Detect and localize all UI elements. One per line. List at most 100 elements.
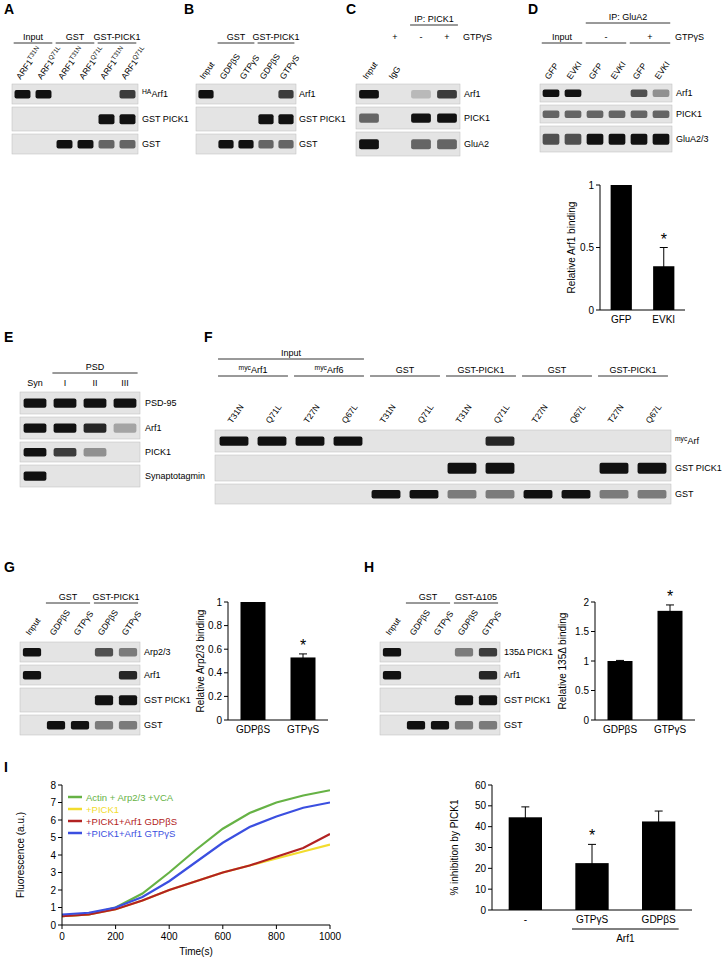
y-tick-label: 2 xyxy=(50,885,56,896)
blot-panel: PSDSynIIIIIIPSD-95Arf1PICK1Synaptotagmin xyxy=(20,362,205,487)
legend-swatch xyxy=(68,832,82,835)
blot-band xyxy=(653,110,670,118)
blot-band xyxy=(296,437,325,446)
blot-band xyxy=(479,648,497,656)
blot-background xyxy=(215,430,671,452)
blot-band xyxy=(638,463,667,474)
blot-band xyxy=(479,695,497,705)
blot-band xyxy=(220,437,249,446)
x-tick-label: GTPγS xyxy=(287,724,320,735)
row-label: GST PICK1 xyxy=(504,695,551,705)
blot-background xyxy=(20,417,140,439)
blot-header: + xyxy=(647,32,652,42)
error-line xyxy=(670,605,671,617)
blot-background xyxy=(356,107,460,129)
blot-band xyxy=(57,140,73,148)
y-tick xyxy=(224,602,228,603)
blot-band xyxy=(431,671,449,679)
text-part: ARF1 xyxy=(35,57,56,81)
blot-header: GST xyxy=(59,592,78,602)
x-axis xyxy=(228,720,328,721)
blot-band xyxy=(99,140,115,148)
blot-band xyxy=(198,90,213,98)
row-label: Arf1 xyxy=(145,423,162,433)
blot-band xyxy=(631,110,648,118)
line-chart: 02004006008001000Time(s)012345678Fluores… xyxy=(15,780,342,958)
text-part: Arf xyxy=(687,436,699,446)
blot-band xyxy=(24,399,47,408)
row-label: GluA2/3 xyxy=(676,134,709,144)
panel-letter: H xyxy=(364,559,374,575)
lane-label: GDPβS xyxy=(95,607,120,637)
blot-band xyxy=(71,648,89,656)
blot-band xyxy=(114,424,137,433)
y-axis-label: % inhibition by PICK1 xyxy=(449,799,460,896)
lane-label: GTPγS xyxy=(119,609,143,637)
blot-band xyxy=(24,448,47,456)
error-bar xyxy=(588,844,596,882)
blot-band xyxy=(609,89,626,97)
y-tick-label: 0.8 xyxy=(208,620,222,631)
y-tick xyxy=(58,925,62,926)
blot-header: Input xyxy=(552,32,573,42)
header-underline xyxy=(586,43,626,44)
x-tick-label: GTPγS xyxy=(576,914,609,925)
blot-background xyxy=(20,688,140,712)
blot-band xyxy=(278,114,293,124)
blot-band xyxy=(600,437,629,446)
superscript: Q71L xyxy=(89,44,105,62)
blot-background xyxy=(380,665,500,685)
blot-band xyxy=(54,472,77,481)
header-underline xyxy=(522,376,592,377)
error-bar xyxy=(660,248,668,286)
x-axis-label: Time(s) xyxy=(179,946,213,957)
y-tick xyxy=(591,602,595,603)
panel-letter: I xyxy=(4,759,8,775)
lane-label: II xyxy=(92,378,97,388)
legend-swatch xyxy=(68,820,82,823)
lane-label: GTPγS xyxy=(479,609,503,637)
blot-background xyxy=(12,107,138,131)
blot-band xyxy=(383,671,401,679)
y-tick-label: 0 xyxy=(216,715,222,726)
header-underline xyxy=(94,603,138,604)
blot-band xyxy=(609,134,626,145)
y-tick-label: 7 xyxy=(50,797,56,808)
lane-label: Input xyxy=(23,615,42,637)
y-tick-label: 1 xyxy=(50,902,56,913)
x-tick-label: EVKI xyxy=(652,314,675,325)
blot-background xyxy=(20,642,140,662)
blot-band xyxy=(258,437,287,446)
blot-header: GST xyxy=(396,365,415,375)
x-tick-label: 800 xyxy=(268,931,285,942)
blot-header: GST-PICK1 xyxy=(609,365,656,375)
row-label: GluA2 xyxy=(464,139,489,149)
blot-band xyxy=(47,648,65,656)
lane-label: GDPβS xyxy=(407,607,432,637)
x-axis xyxy=(62,925,330,926)
error-bar xyxy=(617,185,625,186)
blot-band xyxy=(119,648,137,656)
y-tick xyxy=(488,868,492,869)
blot-band xyxy=(23,695,41,705)
y-tick xyxy=(58,785,62,786)
figure: AInputGSTGST-PICK1ARF1T31NARF1Q71LARF1T3… xyxy=(0,0,725,968)
blot-band xyxy=(385,90,405,98)
blot-band xyxy=(278,90,293,98)
lane-label: EVKI xyxy=(564,60,583,82)
blot-band xyxy=(653,134,670,145)
blot-background xyxy=(356,132,460,156)
x-tick-label: 400 xyxy=(161,931,178,942)
y-tick xyxy=(591,690,595,691)
blot-header: mycArf1 xyxy=(239,364,268,375)
superscript: T31N xyxy=(26,44,41,61)
blot-band xyxy=(653,89,670,97)
y-tick-label: 0.2 xyxy=(208,691,222,702)
legend-label: Actin + Arp2/3 +VCA xyxy=(86,792,174,803)
row-label: GST xyxy=(142,139,161,149)
blot-band xyxy=(220,463,249,474)
legend-swatch xyxy=(68,808,82,811)
blot-band xyxy=(431,648,449,656)
row-label: Arf1 xyxy=(504,670,521,680)
blot-band xyxy=(600,463,629,474)
